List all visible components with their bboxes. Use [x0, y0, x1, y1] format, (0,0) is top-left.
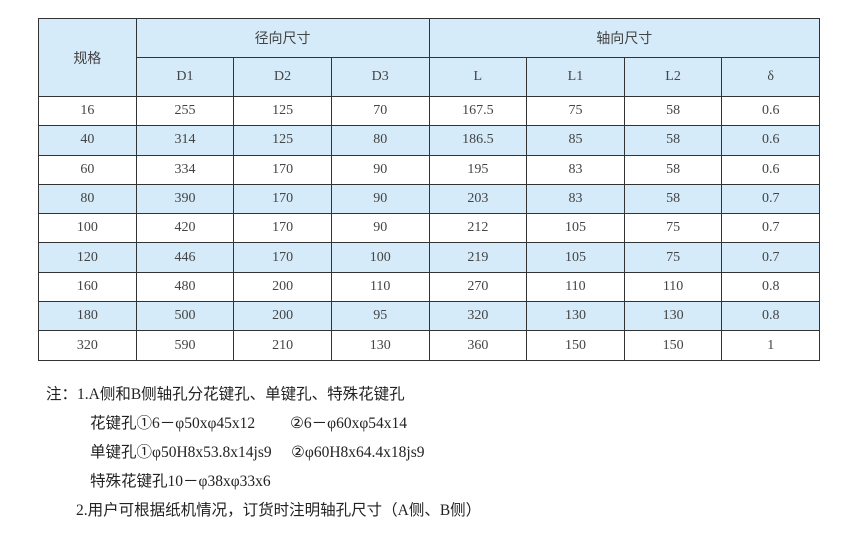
- table-cell: 446: [135, 242, 235, 273]
- table-cell: 219: [428, 242, 528, 273]
- table-row: 16 255 125 70 167.5 75 58 0.6: [38, 95, 820, 127]
- table-cell: 130: [330, 330, 430, 361]
- table-cell: 420: [135, 213, 235, 244]
- table-cell: 480: [135, 271, 235, 303]
- table-row: 120 446 170 100 219 105 75 0.7: [38, 242, 820, 273]
- table-cell: 170: [233, 213, 332, 244]
- table-cell: 58: [623, 154, 723, 185]
- table-cell: 125: [233, 125, 332, 156]
- table-row: 80 390 170 90 203 83 58 0.7: [38, 183, 820, 215]
- spec-table: 规格 径向尺寸 轴向尺寸 D1 D2 D3 L L1 L2 δ 16 255 125 70 167.…: [38, 18, 820, 361]
- table-cell: 186.5: [428, 125, 528, 156]
- table-cell: 390: [135, 183, 235, 215]
- table-cell: 80: [38, 183, 137, 215]
- column-header: D2: [233, 57, 332, 97]
- table-cell: 90: [330, 213, 430, 244]
- table-cell: 0.6: [721, 125, 820, 156]
- table-cell: 500: [135, 301, 235, 332]
- table-cell: 40: [38, 125, 137, 156]
- table-row: 160 480 200 110 270 110 110 0.8: [38, 271, 820, 303]
- table-cell: 75: [623, 213, 723, 244]
- table-cell: 110: [330, 271, 430, 303]
- table-cell: 120: [38, 242, 137, 273]
- table-cell: 270: [428, 271, 528, 303]
- table-cell: 170: [233, 242, 332, 273]
- table-cell: 75: [526, 95, 625, 127]
- table-row: 100 420 170 90 212 105 75 0.7: [38, 213, 820, 244]
- note-line: 花键孔①6－φ50xφ45x12 ②6－φ60xφ54x14: [90, 415, 408, 432]
- table-cell: 85: [526, 125, 625, 156]
- table-cell: 1: [721, 330, 820, 361]
- table-cell: 320: [428, 301, 528, 332]
- table-cell: 210: [233, 330, 332, 361]
- table-cell: 130: [623, 301, 723, 332]
- table-cell: 150: [623, 330, 723, 361]
- table-cell: 110: [623, 271, 723, 303]
- table-cell: 60: [38, 154, 137, 185]
- table-cell: 83: [526, 183, 625, 215]
- notes: 注：1.A侧和B侧轴孔分花键孔、单键孔、特殊花键孔 花键孔①6－φ50xφ45x…: [46, 380, 481, 525]
- table-row: 40 314 125 80 186.5 85 58 0.6: [38, 125, 820, 156]
- table-cell: 58: [623, 183, 723, 215]
- column-header: D1: [135, 57, 235, 97]
- table-cell: 90: [330, 154, 430, 185]
- table-cell: 100: [38, 213, 137, 244]
- table-cell: 58: [623, 95, 723, 127]
- table-cell: 125: [233, 95, 332, 127]
- table-cell: 0.8: [721, 301, 820, 332]
- column-header: D3: [330, 57, 430, 97]
- table-cell: 195: [428, 154, 528, 185]
- note-line: 注：1.A侧和B侧轴孔分花键孔、单键孔、特殊花键孔: [46, 386, 405, 403]
- table-cell: 200: [233, 301, 332, 332]
- table-cell: 58: [623, 125, 723, 156]
- table-cell: 360: [428, 330, 528, 361]
- table-cell: 334: [135, 154, 235, 185]
- table-cell: 0.7: [721, 242, 820, 273]
- header-radial: 径向尺寸: [135, 18, 430, 58]
- column-header: L2: [623, 57, 723, 97]
- table-cell: 90: [330, 183, 430, 215]
- table-cell: 0.8: [721, 271, 820, 303]
- table-cell: 83: [526, 154, 625, 185]
- column-header: L1: [526, 57, 625, 97]
- table-cell: 255: [135, 95, 235, 127]
- note-line: 2.用户可根据纸机情况，订货时注明轴孔尺寸（A侧、B侧）: [76, 502, 482, 519]
- table-cell: 203: [428, 183, 528, 215]
- table-cell: 0.6: [721, 154, 820, 185]
- table-cell: 105: [526, 213, 625, 244]
- note-line: 单键孔①φ50H8x53.8x14js9 ②φ60H8x64.4x18js9: [90, 444, 425, 461]
- table-cell: 75: [623, 242, 723, 273]
- table-cell: 105: [526, 242, 625, 273]
- table-cell: 0.6: [721, 95, 820, 127]
- header-spec: 规格: [38, 18, 137, 97]
- column-header: δ: [721, 57, 820, 97]
- table-row: 320 590 210 130 360 150 150 1: [38, 330, 820, 361]
- table-cell: 70: [330, 95, 430, 127]
- table-cell: 170: [233, 154, 332, 185]
- table-cell: 95: [330, 301, 430, 332]
- table-cell: 212: [428, 213, 528, 244]
- table-cell: 150: [526, 330, 625, 361]
- table-cell: 100: [330, 242, 430, 273]
- table-cell: 110: [526, 271, 625, 303]
- table-cell: 180: [38, 301, 137, 332]
- table-cell: 167.5: [428, 95, 528, 127]
- table-cell: 80: [330, 125, 430, 156]
- table-cell: 16: [38, 95, 137, 127]
- table-cell: 160: [38, 271, 137, 303]
- table-cell: 0.7: [721, 213, 820, 244]
- table-cell: 590: [135, 330, 235, 361]
- column-header: L: [428, 57, 528, 97]
- table-row: 180 500 200 95 320 130 130 0.8: [38, 301, 820, 332]
- note-line: 特殊花键孔10－φ38xφ33x6: [90, 473, 271, 490]
- table-cell: 200: [233, 271, 332, 303]
- header-axial: 轴向尺寸: [428, 18, 820, 58]
- table-cell: 0.7: [721, 183, 820, 215]
- table-cell: 314: [135, 125, 235, 156]
- table-cell: 130: [526, 301, 625, 332]
- table-row: 60 334 170 90 195 83 58 0.6: [38, 154, 820, 185]
- table-cell: 170: [233, 183, 332, 215]
- table-cell: 320: [38, 330, 137, 361]
